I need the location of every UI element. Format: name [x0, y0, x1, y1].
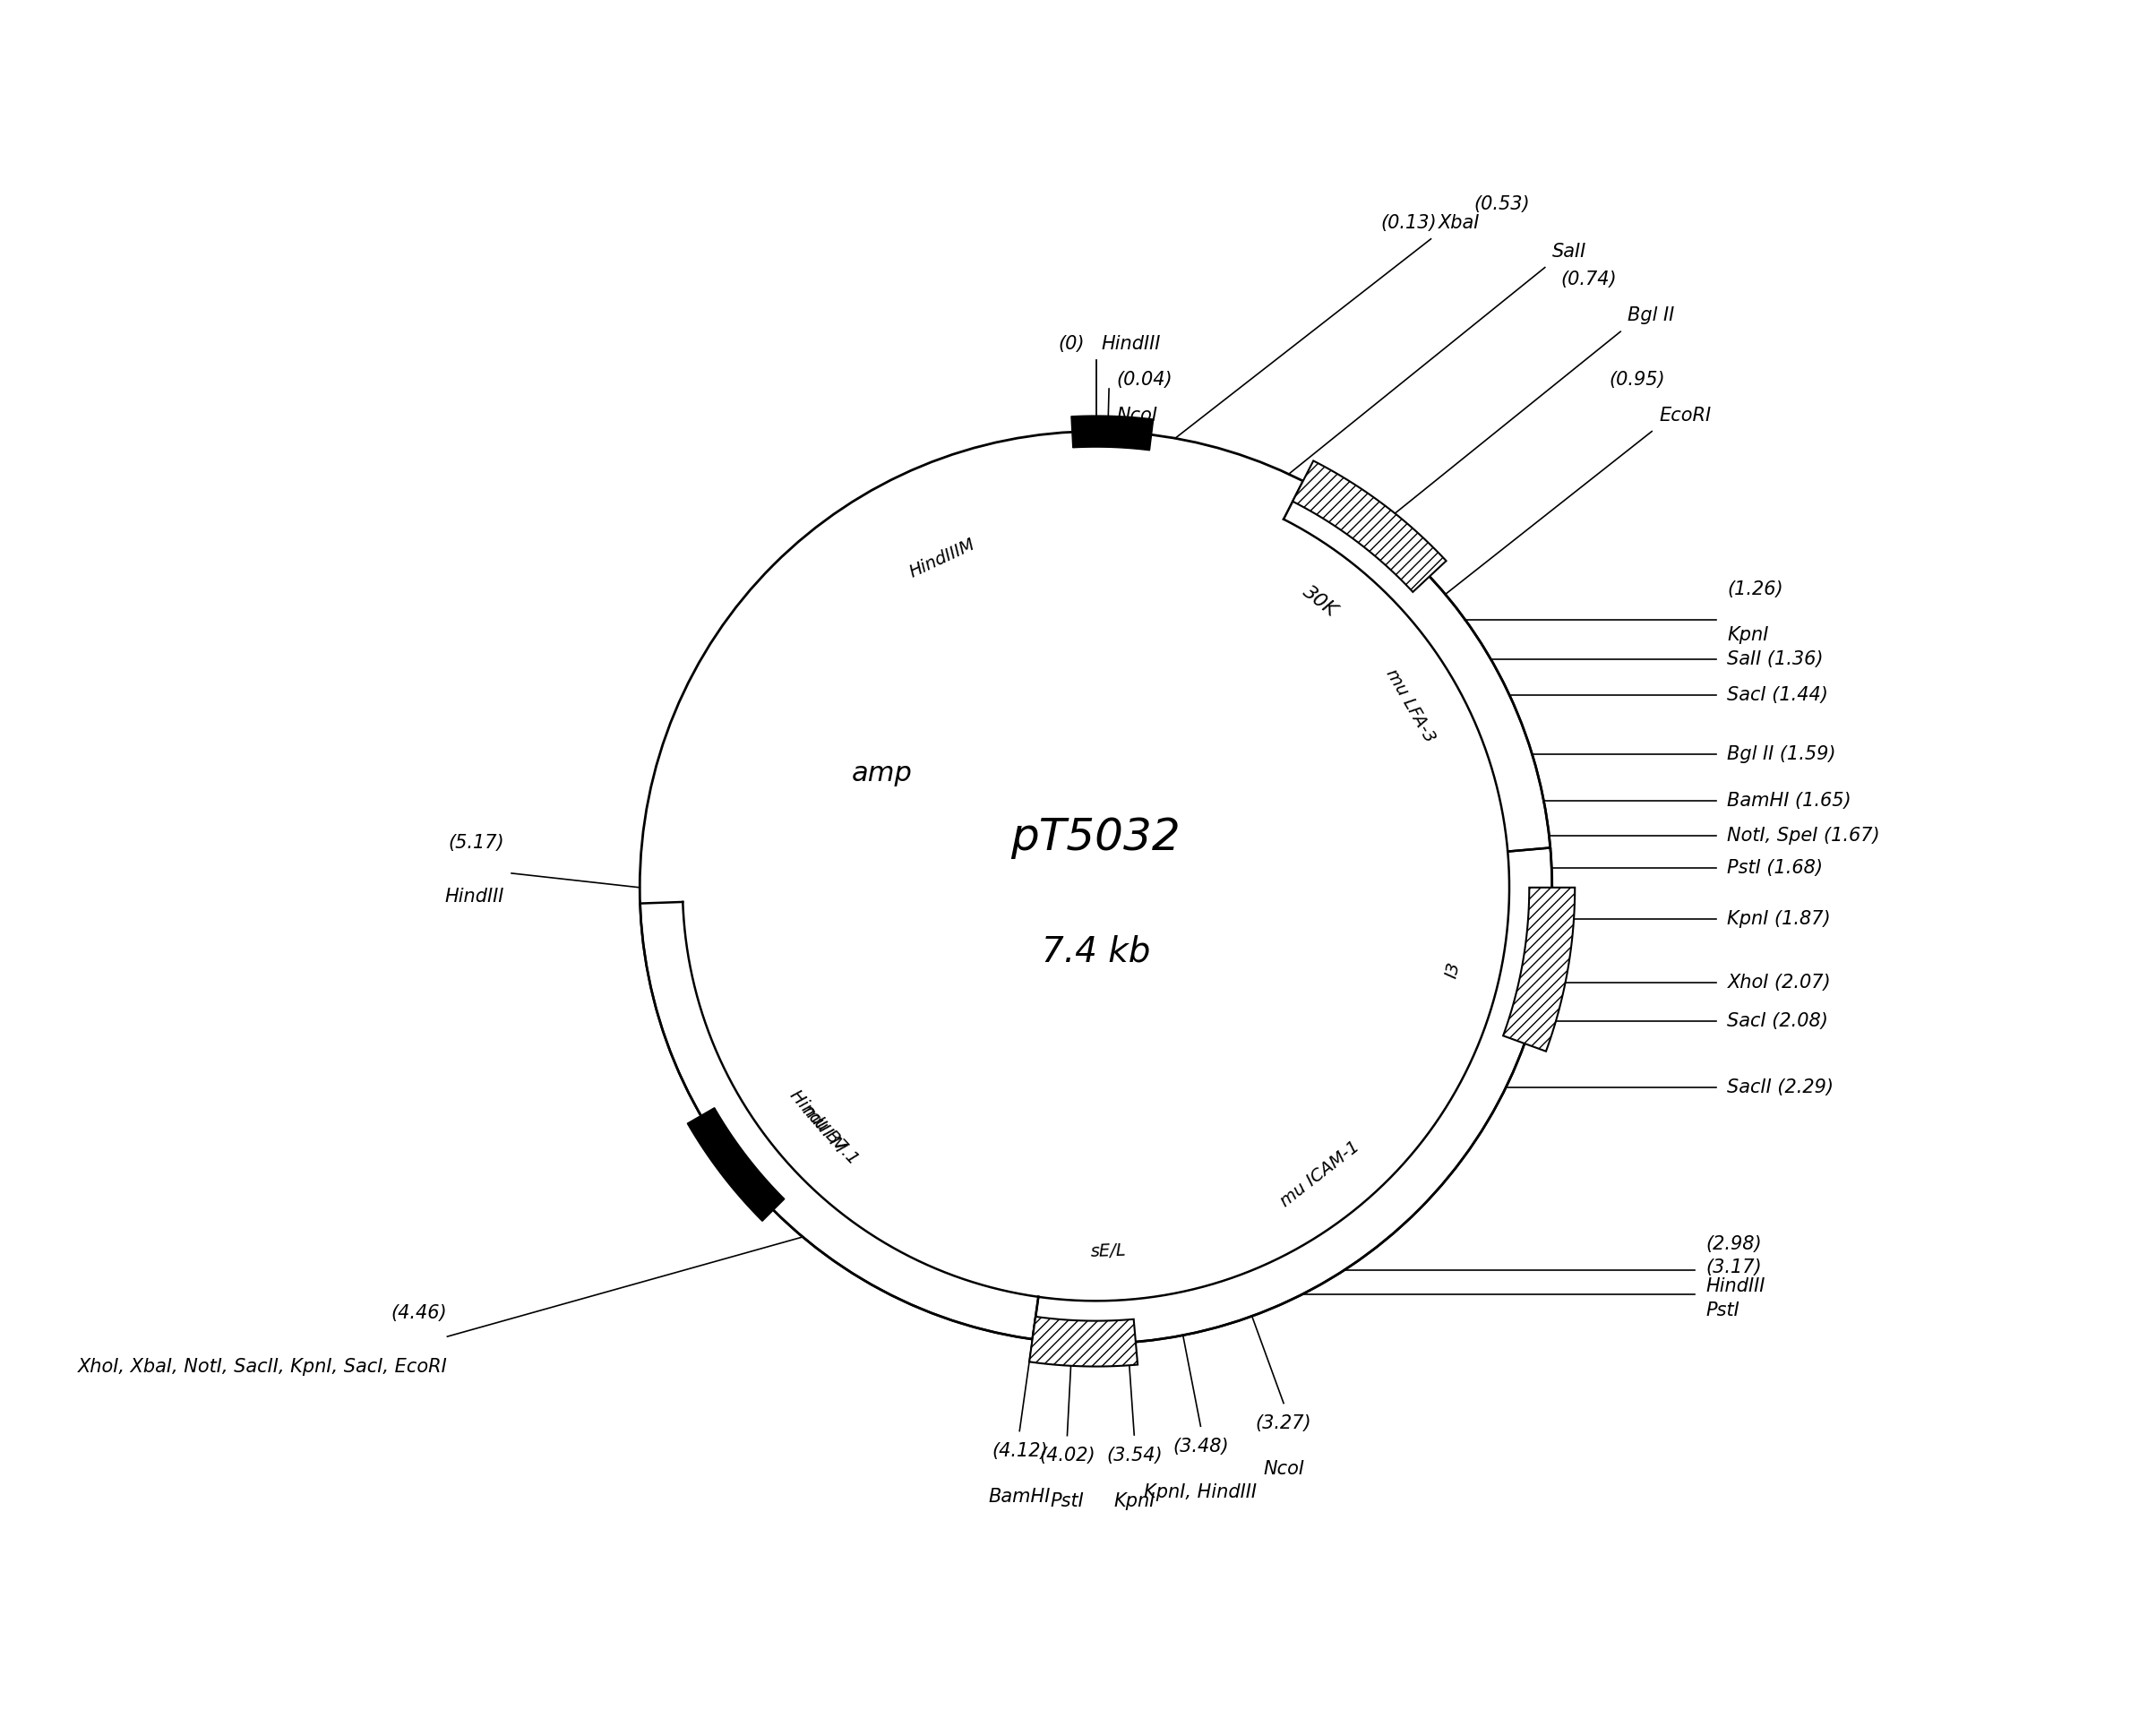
Text: XbaI: XbaI: [1438, 213, 1479, 232]
Text: PstI (1.68): PstI (1.68): [1727, 859, 1824, 876]
Polygon shape: [1033, 847, 1552, 1343]
Text: HindIII: HindIII: [1705, 1276, 1766, 1295]
Text: (0.74): (0.74): [1561, 271, 1617, 289]
Text: (0.95): (0.95): [1608, 371, 1664, 388]
Text: pT5032: pT5032: [1011, 816, 1181, 859]
Text: (2.98): (2.98): [1705, 1235, 1761, 1252]
Text: XhoI, XbaI, NotI, SacII, KpnI, SacI, EcoRI: XhoI, XbaI, NotI, SacII, KpnI, SacI, Eco…: [78, 1357, 446, 1376]
Text: mu B7.1: mu B7.1: [800, 1103, 862, 1168]
Text: EcoRI: EcoRI: [1658, 407, 1712, 424]
Text: (0): (0): [1059, 335, 1084, 352]
Text: sE/L: sE/L: [1091, 1242, 1128, 1259]
Text: SaII: SaII: [1552, 242, 1587, 261]
Text: PstI: PstI: [1705, 1301, 1740, 1319]
Polygon shape: [1503, 888, 1574, 1051]
Text: (0.13): (0.13): [1382, 213, 1438, 232]
Text: KpnI (1.87): KpnI (1.87): [1727, 911, 1830, 928]
Polygon shape: [1294, 460, 1447, 593]
Text: (0.53): (0.53): [1475, 196, 1531, 213]
Text: Bgl II (1.59): Bgl II (1.59): [1727, 746, 1837, 763]
Polygon shape: [640, 902, 1039, 1340]
Text: HindIII: HindIII: [1102, 335, 1162, 352]
Text: SacI (2.08): SacI (2.08): [1727, 1012, 1828, 1029]
Text: Bgl II: Bgl II: [1628, 306, 1675, 325]
Text: SacII (2.29): SacII (2.29): [1727, 1079, 1835, 1096]
Text: KpnI: KpnI: [1112, 1491, 1156, 1510]
Text: SaII (1.36): SaII (1.36): [1727, 651, 1824, 668]
Text: HindIII: HindIII: [444, 888, 505, 905]
Text: BamHI (1.65): BamHI (1.65): [1727, 792, 1852, 809]
Text: KpnI, HindIII: KpnI, HindIII: [1145, 1483, 1257, 1502]
Polygon shape: [1283, 481, 1550, 852]
Text: 7.4 kb: 7.4 kb: [1041, 935, 1151, 969]
Polygon shape: [1072, 416, 1153, 450]
Text: HindIIIM: HindIIIM: [908, 536, 979, 581]
Text: (3.48): (3.48): [1173, 1438, 1229, 1455]
Text: SacI (1.44): SacI (1.44): [1727, 685, 1828, 704]
Text: 30K: 30K: [1300, 582, 1341, 620]
Text: XhoI (2.07): XhoI (2.07): [1727, 974, 1830, 991]
Text: (4.12): (4.12): [992, 1443, 1048, 1460]
Polygon shape: [1028, 1316, 1138, 1366]
Text: (3.27): (3.27): [1255, 1414, 1311, 1433]
Text: (4.02): (4.02): [1039, 1447, 1095, 1465]
Text: mu ICAM-1: mu ICAM-1: [1276, 1137, 1363, 1209]
Text: I3: I3: [1442, 960, 1464, 979]
Text: KpnI: KpnI: [1727, 627, 1768, 644]
Text: PstI: PstI: [1050, 1493, 1084, 1510]
Text: (4.46): (4.46): [390, 1304, 446, 1323]
Text: (0.04): (0.04): [1117, 371, 1173, 388]
Text: (3.17): (3.17): [1705, 1259, 1761, 1276]
Text: BamHI: BamHI: [987, 1488, 1050, 1507]
Text: NcoI: NcoI: [1117, 407, 1158, 424]
Text: amp: amp: [852, 761, 912, 787]
Polygon shape: [688, 1108, 785, 1221]
Text: (5.17): (5.17): [448, 833, 505, 852]
Text: NotI, SpeI (1.67): NotI, SpeI (1.67): [1727, 826, 1880, 845]
Text: HindIII M: HindIII M: [787, 1086, 849, 1156]
Text: (1.26): (1.26): [1727, 581, 1783, 598]
Text: mu LFA-3: mu LFA-3: [1382, 667, 1438, 746]
Text: NcoI: NcoI: [1263, 1460, 1304, 1477]
Text: (3.54): (3.54): [1106, 1447, 1162, 1464]
